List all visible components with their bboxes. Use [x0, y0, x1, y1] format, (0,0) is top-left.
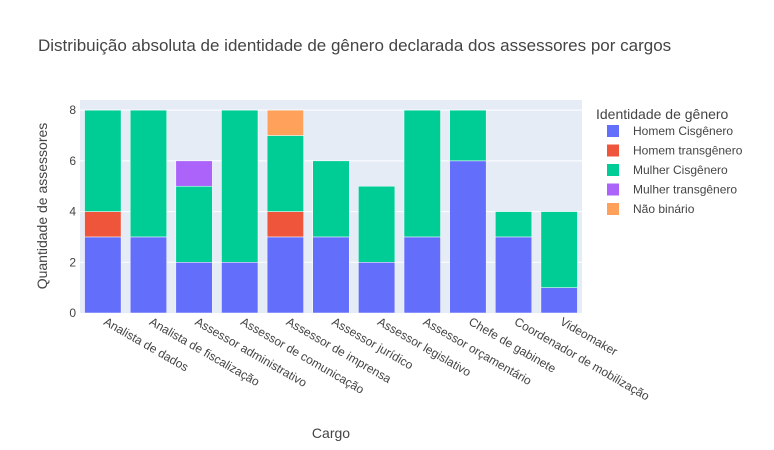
y-tick-label: 8	[69, 103, 76, 117]
bar-segment[interactable]	[266, 109, 304, 136]
y-tick-label: 2	[69, 255, 76, 269]
legend-swatch	[607, 144, 619, 157]
x-axis-title: Cargo	[312, 425, 350, 441]
y-tick-label: 4	[69, 205, 76, 219]
legend-label: Homem Cisgênero	[633, 124, 733, 138]
legend-swatch	[607, 183, 619, 196]
bar-segment[interactable]	[540, 287, 578, 314]
bar-segment[interactable]	[84, 109, 122, 212]
legend-item[interactable]: Mulher transgênero	[607, 183, 737, 197]
bar-segment[interactable]	[540, 211, 578, 288]
legend-item[interactable]: Mulher Cisgênero	[607, 163, 728, 177]
legend-label: Homem transgênero	[633, 144, 743, 158]
bar-segment[interactable]	[266, 211, 304, 238]
legend-item[interactable]: Homem transgênero	[607, 144, 743, 158]
bar-segment[interactable]	[175, 262, 213, 314]
bar-segment[interactable]	[312, 236, 350, 314]
bar-segment[interactable]	[266, 236, 304, 314]
legend-items[interactable]: Homem Cisgênero Homem transgênero Mulher C…	[607, 124, 743, 216]
bar-segment[interactable]	[403, 236, 441, 314]
legend-item[interactable]: Não binário	[607, 202, 695, 216]
legend[interactable]: Identidade de gênero Homem CisgêneroHome…	[596, 106, 743, 216]
y-tick-label: 6	[69, 154, 76, 168]
legend-label: Mulher Cisgênero	[633, 163, 728, 177]
bar-segment[interactable]	[175, 185, 213, 263]
bar-segment[interactable]	[84, 211, 122, 238]
legend-item[interactable]: Homem Cisgênero	[607, 124, 733, 138]
legend-title: Identidade de gênero	[596, 106, 729, 122]
bar-segment[interactable]	[358, 262, 396, 314]
y-tick-label: 0	[69, 306, 76, 320]
x-tick-label: Analista de dados	[101, 314, 191, 374]
bar-segment[interactable]	[129, 109, 167, 238]
bar-segment[interactable]	[221, 109, 259, 263]
bar-segment[interactable]	[449, 160, 487, 314]
legend-label: Não binário	[633, 202, 695, 216]
bar-segment[interactable]	[495, 211, 533, 238]
bar-segment[interactable]	[84, 236, 122, 314]
legend-label: Mulher transgênero	[633, 183, 737, 197]
legend-swatch	[607, 164, 619, 176]
chart-title: Distribuição absoluta de identidade de g…	[38, 36, 671, 55]
bar-segment[interactable]	[266, 135, 304, 212]
bars[interactable]	[84, 109, 578, 314]
bar-segment[interactable]	[495, 236, 533, 314]
bar-segment[interactable]	[449, 109, 487, 162]
bar-segment[interactable]	[175, 160, 213, 187]
bar-segment[interactable]	[403, 109, 441, 238]
y-axis-title: Quantidade de assessores	[34, 123, 50, 290]
bar-segment[interactable]	[358, 185, 396, 263]
bar-segment[interactable]	[129, 236, 167, 314]
bar-segment[interactable]	[221, 262, 259, 314]
bar-segment[interactable]	[312, 160, 350, 238]
y-tick-labels: 0 2 4 6 8	[69, 103, 76, 320]
legend-swatch	[607, 125, 619, 137]
legend-swatch	[607, 203, 619, 215]
